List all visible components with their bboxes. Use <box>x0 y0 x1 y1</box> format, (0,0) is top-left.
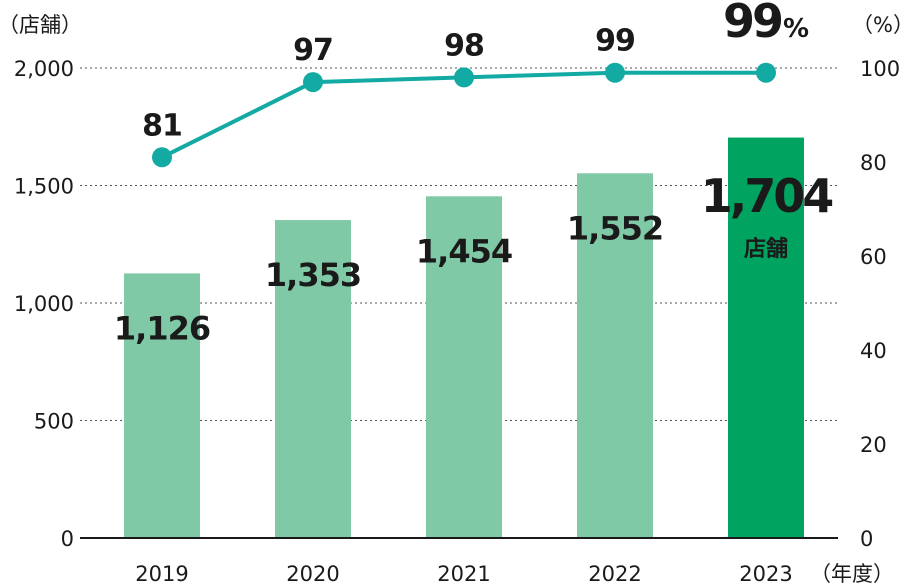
right-tick-label: 20 <box>860 433 887 457</box>
bar-2021 <box>426 196 502 538</box>
left-tick-label: 2,000 <box>14 57 74 81</box>
left-tick-label: 1,000 <box>14 292 74 316</box>
line-data-label: 98 <box>444 28 484 63</box>
bar-data-label: 1,552 <box>567 209 663 247</box>
bar-data-label: 1,704 <box>701 169 832 223</box>
gridlines <box>80 67 838 421</box>
right-tick-label: 80 <box>860 151 887 175</box>
line-data-label: 97 <box>293 33 333 68</box>
line-series <box>152 62 776 168</box>
right-tick-label: 60 <box>860 245 887 269</box>
bar-2019 <box>124 273 200 538</box>
bar-data-label: 1,353 <box>265 256 361 294</box>
left-tick-label: 0 <box>61 527 74 551</box>
bar-series <box>124 137 804 539</box>
left-axis-unit-label: （店舗） <box>0 13 82 37</box>
right-tick-label: 100 <box>860 57 900 81</box>
line-data-label: 81 <box>142 108 182 143</box>
x-tick-label: 2022 <box>588 562 641 586</box>
right-tick-label: 40 <box>860 339 887 363</box>
right-tick-label: 0 <box>860 527 873 551</box>
left-tick-label: 500 <box>34 410 74 434</box>
line-point-2022 <box>605 62 625 83</box>
line-data-label: 99% <box>723 0 809 48</box>
x-tick-label: 2020 <box>286 562 339 586</box>
bar-data-label: 1,454 <box>416 232 512 270</box>
line-data-label: 99 <box>595 24 635 59</box>
axes: 0 500 1,000 1,500 2,000 0 20 40 60 80 100 2019 2020 2… <box>14 57 900 586</box>
x-axis-unit-label: （年度） <box>810 562 894 586</box>
bar-2020 <box>275 220 351 539</box>
line-point-2023 <box>756 62 776 83</box>
right-axis-unit-label: （%） <box>852 13 912 37</box>
left-tick-label: 1,500 <box>14 175 74 199</box>
bar-2022 <box>577 173 653 538</box>
bar-2023 <box>728 137 804 538</box>
line-point-2019 <box>152 147 172 168</box>
bar-data-label: 1,126 <box>114 309 210 347</box>
x-tick-label: 2023 <box>739 562 792 586</box>
line-point-2020 <box>303 72 323 93</box>
x-tick-label: 2021 <box>437 562 490 586</box>
line-point-2021 <box>454 67 474 88</box>
bar-unit-label: 店舗 <box>744 236 788 262</box>
data-labels: 81 97 98 99 99% 1,126 1,353 1,454 1,552 1,704 店舗 <box>114 0 835 347</box>
x-tick-label: 2019 <box>135 562 188 586</box>
